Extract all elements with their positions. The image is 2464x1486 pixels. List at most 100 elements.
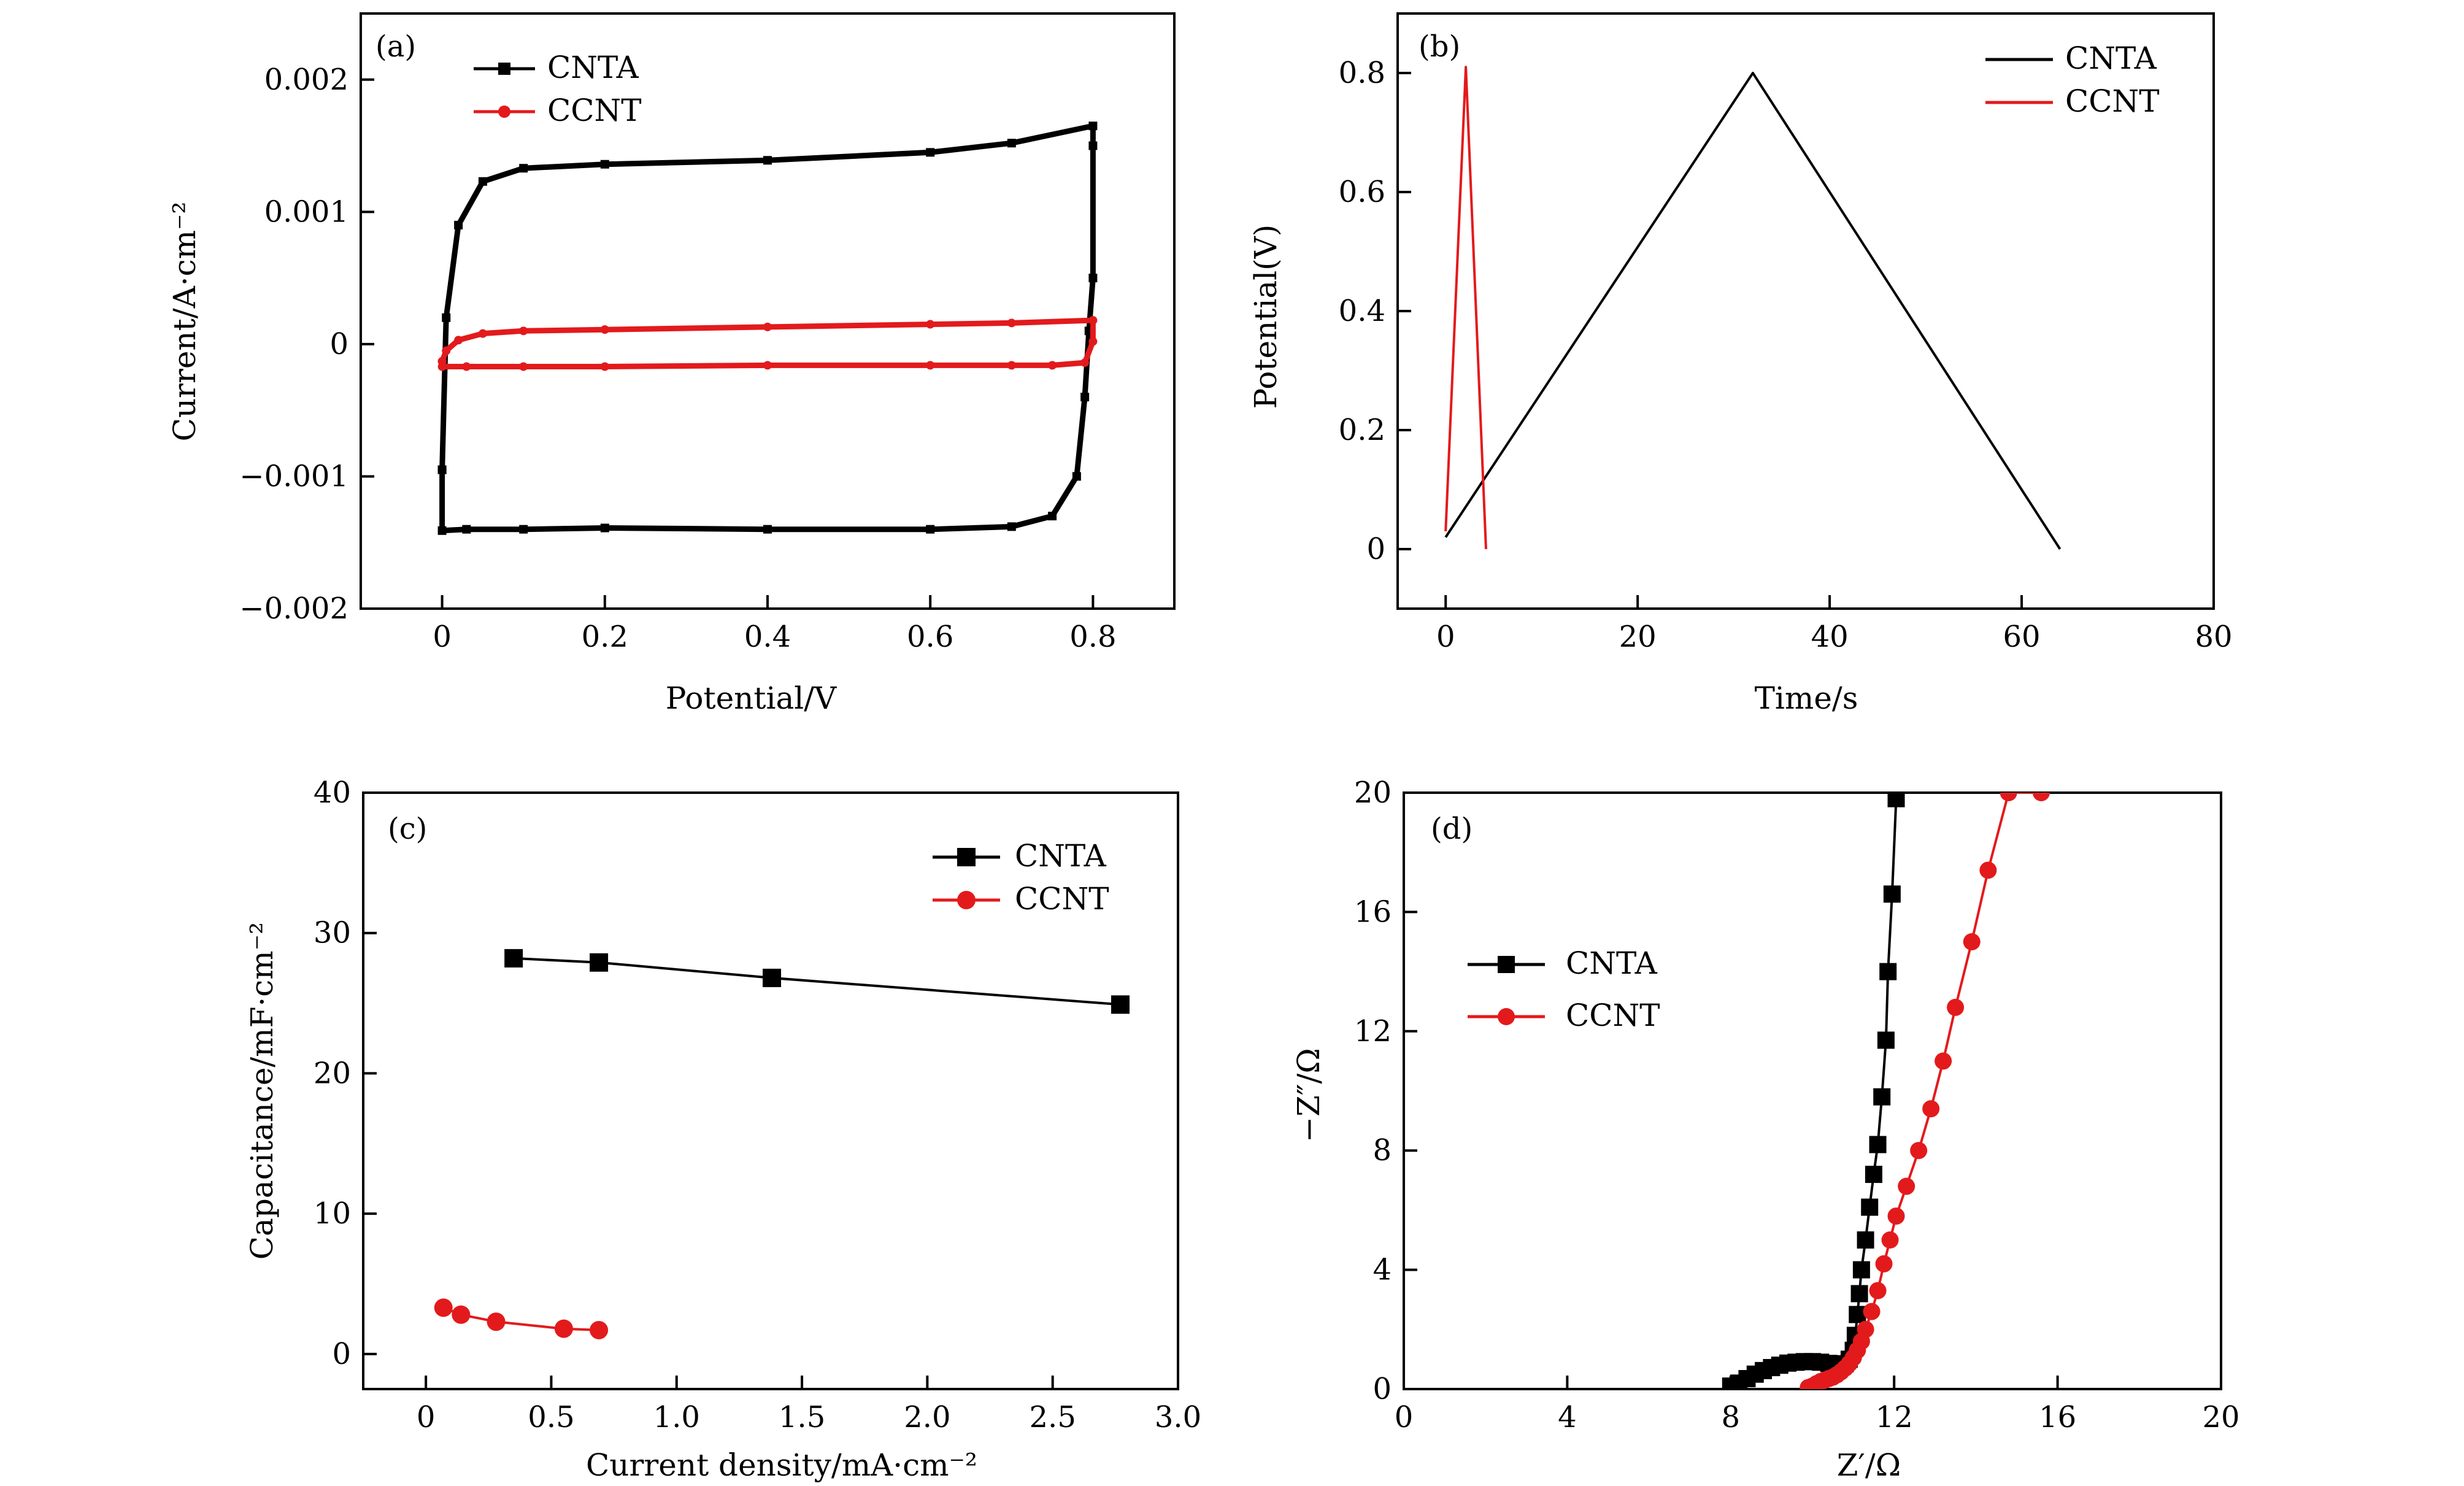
x-tick-label: 0 — [417, 1400, 436, 1434]
chart-d: (d) Z′/Ω −Z″/Ω CNTA CCNT 0 4 8 12 16 20 0 4 8 12 1… — [1291, 776, 2240, 1483]
y-tick-label: 0.6 — [1339, 175, 1385, 209]
y-tick-label: 0 — [1366, 532, 1385, 566]
series-cnta-line — [514, 957, 1121, 1006]
x-tick-label: 0 — [1436, 620, 1455, 654]
x-tick-label: 3.0 — [1155, 1400, 1201, 1434]
series-cnta-point — [1877, 1031, 1895, 1049]
series-cnta-point — [1861, 1198, 1879, 1216]
y-tick-label: 0.8 — [1339, 56, 1385, 90]
series-cnta-point — [1849, 1306, 1866, 1323]
series-cnta-line — [1444, 72, 2062, 550]
data-area — [1722, 793, 2050, 1389]
plot-frame — [362, 791, 1179, 1390]
series-cnta-point — [478, 177, 487, 186]
series-cnta-point — [1852, 1261, 1870, 1279]
series-ccnt-point — [519, 326, 528, 336]
x-axis-label-d: Z′/Ω — [1837, 1447, 1901, 1483]
legend-label-cnta-b: CNTA — [2065, 40, 2157, 76]
series-ccnt-point — [600, 325, 609, 334]
series-ccnt-point — [1887, 1207, 1905, 1225]
series-cnta-point — [442, 313, 451, 322]
series-ccnt-point — [1080, 358, 1090, 368]
plot-frame — [1403, 791, 2222, 1390]
series-cnta-point — [926, 148, 935, 157]
x-tick-label: 4 — [1558, 1400, 1577, 1434]
y-axis-label-c: Capacitance/mF·cm⁻² — [244, 922, 280, 1260]
series-cnta-point — [437, 465, 447, 474]
x-tick-label: 1.5 — [779, 1400, 825, 1434]
series-ccnt-point — [926, 320, 935, 329]
x-tick-label: 0 — [1395, 1400, 1414, 1434]
data-area — [437, 121, 1098, 535]
legend-label-cnta-c: CNTA — [1015, 838, 1107, 874]
x-tick-label: 12 — [1876, 1400, 1913, 1434]
y-tick-label: 20 — [1354, 776, 1392, 810]
y-tick-label: 0.2 — [1339, 413, 1385, 447]
x-tick-label: 20 — [1619, 620, 1657, 654]
chart-a: (a) Potential/V Current/A·cm⁻² CNTA CCNT… — [167, 12, 1176, 716]
x-tick-label: 20 — [2202, 1400, 2239, 1434]
series-cnta-point — [1088, 121, 1098, 131]
series-ccnt-point — [1088, 337, 1098, 346]
series-cnta-point — [600, 523, 609, 533]
y-tick-label: −0.002 — [239, 591, 348, 626]
series-cnta-point — [763, 968, 782, 987]
series-ccnt-point — [1869, 1282, 1887, 1299]
chart-c: (c) Current density/mA·cm⁻² Capacitance/… — [244, 776, 1201, 1483]
series-cnta-point — [1850, 1285, 1868, 1303]
x-tick-label: 80 — [2195, 620, 2232, 654]
series-cnta-point — [1857, 1231, 1874, 1249]
series-ccnt-point — [452, 1305, 471, 1324]
y-tick-label: 0.001 — [264, 194, 348, 229]
series-ccnt-point — [600, 362, 609, 371]
series-cnta-point — [1072, 472, 1081, 481]
y-tick-label: 0.002 — [264, 63, 348, 97]
series-ccnt-point — [1881, 1231, 1899, 1249]
data-area — [434, 949, 1130, 1339]
legend-marker-cnta — [957, 848, 976, 866]
x-axis-label-c: Current density/mA·cm⁻² — [586, 1447, 977, 1483]
legend-label-ccnt-c: CCNT — [1015, 881, 1109, 917]
x-tick-label: 16 — [2039, 1400, 2076, 1434]
series-cnta-point — [1007, 522, 1016, 531]
y-tick-label: −0.001 — [239, 459, 348, 493]
legend-marker-ccnt — [1498, 1008, 1515, 1025]
series-ccnt-point — [437, 356, 447, 366]
series-cnta-point — [590, 953, 609, 972]
x-tick-label: 0.6 — [907, 620, 953, 654]
y-tick-label: 10 — [314, 1196, 351, 1231]
series-cnta-line — [1730, 798, 1898, 1387]
series-ccnt-point — [454, 336, 463, 345]
series-ccnt-point — [2000, 793, 2017, 801]
x-tick-label: 0.4 — [744, 620, 791, 654]
series-cnta-point — [504, 949, 523, 968]
series-ccnt-point — [442, 346, 451, 355]
y-tick-label: 8 — [1373, 1133, 1392, 1168]
series-ccnt-point — [763, 322, 772, 331]
series-cnta-point — [1883, 885, 1901, 903]
x-tick-label: 8 — [1722, 1400, 1741, 1434]
x-tick-label: 0.8 — [1069, 620, 1116, 654]
chart-b: (b) Time/s Potential(V) CNTA CCNT 0 20 40 6… — [1248, 12, 2233, 716]
series-ccnt-point — [763, 361, 772, 370]
legend-marker-ccnt — [957, 891, 976, 909]
y-tick-label: 40 — [314, 776, 351, 810]
series-ccnt-point — [1898, 1177, 1915, 1195]
y-axis-label-b: Potential(V) — [1248, 225, 1284, 409]
series-ccnt-point — [1922, 1100, 1940, 1118]
series-ccnt-point — [1863, 1303, 1881, 1320]
series-cnta-point — [600, 160, 609, 169]
x-axis-label-b: Time/s — [1755, 680, 1858, 716]
series-cnta-point — [1111, 995, 1130, 1014]
y-tick-label: 20 — [314, 1056, 351, 1090]
series-cnta-point — [1088, 141, 1098, 150]
series-ccnt-point — [478, 329, 487, 338]
series-ccnt-point — [1048, 361, 1057, 370]
legend-label-cnta-d: CNTA — [1566, 945, 1658, 981]
panel-label-c: (c) — [388, 812, 427, 846]
x-tick-label: 0.5 — [528, 1400, 574, 1434]
y-tick-label: 4 — [1373, 1253, 1392, 1287]
data-area — [1444, 66, 2062, 550]
series-cnta-point — [1007, 139, 1016, 148]
series-cnta-point — [763, 156, 772, 165]
